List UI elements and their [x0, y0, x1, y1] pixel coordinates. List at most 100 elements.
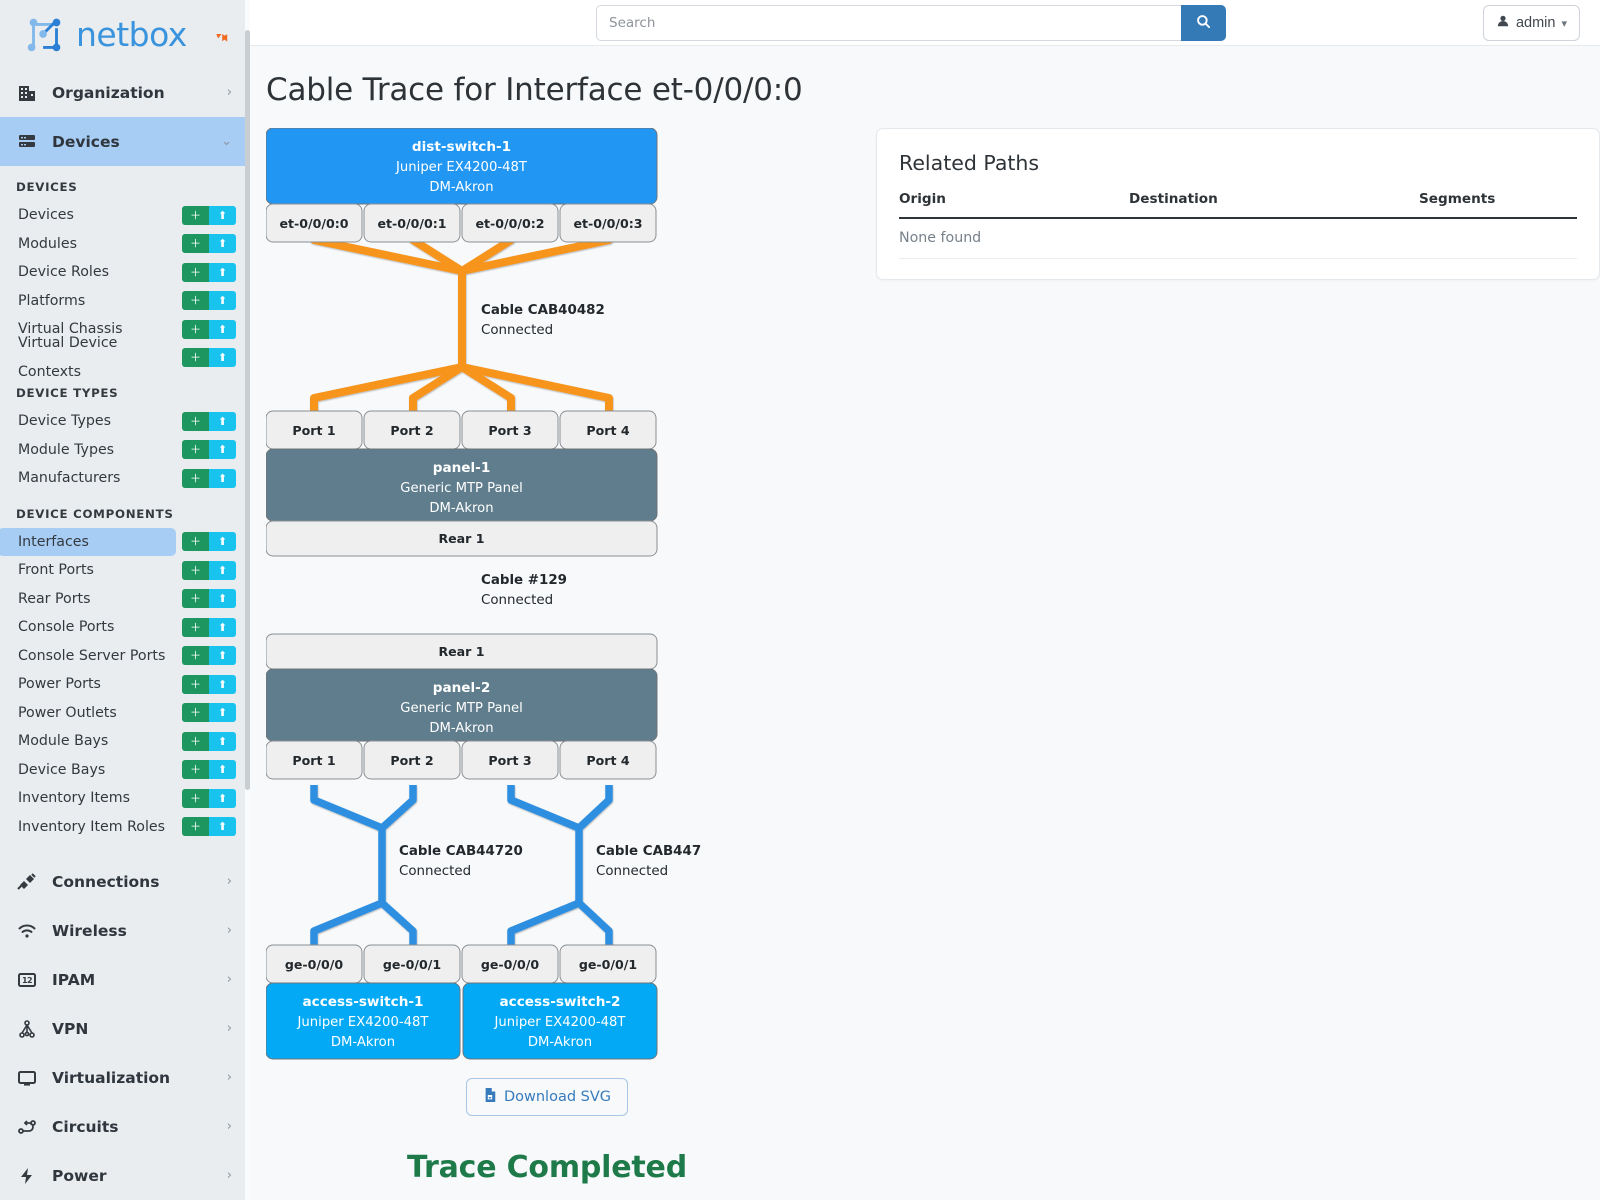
- brand-header[interactable]: netbox: [0, 0, 250, 68]
- plus-icon[interactable]: ＋: [182, 532, 209, 552]
- plus-icon[interactable]: ＋: [182, 291, 209, 311]
- plus-icon[interactable]: ＋: [182, 205, 209, 225]
- sidebar-item-inventory-items[interactable]: Inventory Items ＋ ⬆: [0, 784, 244, 813]
- column-header-origin[interactable]: Origin: [899, 191, 1129, 219]
- terminal-et-0-0-0-3[interactable]: [559, 203, 657, 243]
- sidebar-group-devices[interactable]: Devices ⌄: [0, 117, 250, 166]
- terminal-port-3[interactable]: [461, 740, 559, 780]
- plus-icon[interactable]: ＋: [182, 560, 209, 580]
- sidebar-item-front-ports[interactable]: Front Ports ＋ ⬆: [0, 556, 244, 585]
- trace-node-dist-switch-1[interactable]: dist-switch-1 Juniper EX4200-48T DM-Akro…: [266, 128, 658, 205]
- search-input[interactable]: [596, 5, 1181, 41]
- cable-segment-4[interactable]: [507, 785, 613, 945]
- upload-icon[interactable]: ⬆: [209, 817, 236, 837]
- upload-icon[interactable]: ⬆: [209, 788, 236, 808]
- sidebar-item-interfaces[interactable]: Interfaces ＋ ⬆: [0, 527, 244, 556]
- terminal-port-4[interactable]: [559, 740, 657, 780]
- sidebar-group-circuits[interactable]: Circuits ›: [0, 1102, 250, 1151]
- terminal-et-0-0-0-0[interactable]: [266, 203, 363, 243]
- upload-icon[interactable]: ⬆: [209, 348, 236, 368]
- search-button[interactable]: [1181, 5, 1226, 41]
- trace-node-access-switch-2[interactable]: access-switch-2 Juniper EX4200-48T DM-Ak…: [462, 982, 658, 1060]
- plus-icon[interactable]: ＋: [182, 617, 209, 637]
- upload-icon[interactable]: ⬆: [209, 411, 236, 431]
- plus-icon[interactable]: ＋: [182, 674, 209, 694]
- upload-icon[interactable]: ⬆: [209, 760, 236, 780]
- plus-icon[interactable]: ＋: [182, 262, 209, 282]
- sidebar-group-vpn[interactable]: VPN ›: [0, 1004, 250, 1053]
- sidebar-scrollbar-thumb[interactable]: [245, 30, 250, 790]
- plus-icon[interactable]: ＋: [182, 817, 209, 837]
- sidebar-group-ipam[interactable]: 1 2 IPAM ›: [0, 955, 250, 1004]
- terminal-rear-1[interactable]: [266, 520, 658, 557]
- upload-icon[interactable]: ⬆: [209, 560, 236, 580]
- terminal-et-0-0-0-1[interactable]: [363, 203, 461, 243]
- plus-icon[interactable]: ＋: [182, 319, 209, 339]
- cable-trace-svg-container[interactable]: Cable CAB40482 Connected Cable #129 Conn…: [266, 128, 828, 1070]
- plus-icon[interactable]: ＋: [182, 731, 209, 751]
- cable-trace-diagram[interactable]: Cable CAB40482 Connected Cable #129 Conn…: [266, 128, 828, 1070]
- plus-icon[interactable]: ＋: [182, 760, 209, 780]
- sidebar-item-platforms[interactable]: Platforms ＋ ⬆: [0, 287, 244, 316]
- plus-icon[interactable]: ＋: [182, 468, 209, 488]
- cable-segment-3[interactable]: [310, 785, 417, 945]
- plus-icon[interactable]: ＋: [182, 703, 209, 723]
- terminal-port-1[interactable]: [266, 740, 363, 780]
- plus-icon[interactable]: ＋: [182, 788, 209, 808]
- sidebar-item-devices[interactable]: Devices ＋ ⬆: [0, 201, 244, 230]
- upload-icon[interactable]: ⬆: [209, 674, 236, 694]
- column-header-segments[interactable]: Segments: [1419, 191, 1577, 219]
- sidebar-item-console-ports[interactable]: Console Ports ＋ ⬆: [0, 613, 244, 642]
- upload-icon[interactable]: ⬆: [209, 617, 236, 637]
- upload-icon[interactable]: ⬆: [209, 731, 236, 751]
- sidebar-item-device-roles[interactable]: Device Roles ＋ ⬆: [0, 258, 244, 287]
- upload-icon[interactable]: ⬆: [209, 703, 236, 723]
- upload-icon[interactable]: ⬆: [209, 468, 236, 488]
- terminal-et-0-0-0-2[interactable]: [461, 203, 559, 243]
- upload-icon[interactable]: ⬆: [209, 532, 236, 552]
- column-header-destination[interactable]: Destination: [1129, 191, 1419, 219]
- upload-icon[interactable]: ⬆: [209, 291, 236, 311]
- upload-icon[interactable]: ⬆: [209, 205, 236, 225]
- sidebar-item-virtual-device-contexts[interactable]: Virtual Device Contexts ＋ ⬆: [0, 335, 244, 380]
- sidebar-item-inventory-item-roles[interactable]: Inventory Item Roles ＋ ⬆: [0, 813, 244, 842]
- sidebar-item-rear-ports[interactable]: Rear Ports ＋ ⬆: [0, 585, 244, 614]
- terminal-port-2[interactable]: [363, 740, 461, 780]
- sidebar-group-organization[interactable]: Organization ›: [0, 68, 250, 117]
- sidebar-group-virtualization[interactable]: Virtualization ›: [0, 1053, 250, 1102]
- plus-icon[interactable]: ＋: [182, 234, 209, 254]
- sidebar-item-modules[interactable]: Modules ＋ ⬆: [0, 230, 244, 259]
- upload-icon[interactable]: ⬆: [209, 646, 236, 666]
- user-menu-button[interactable]: admin ▾: [1482, 5, 1580, 41]
- upload-icon[interactable]: ⬆: [209, 234, 236, 254]
- upload-icon[interactable]: ⬆: [209, 262, 236, 282]
- sidebar-scroll-area[interactable]: netbox Organization ›: [0, 0, 250, 1200]
- plus-icon[interactable]: ＋: [182, 440, 209, 460]
- sidebar-item-virtual-chassis[interactable]: Virtual Chassis ＋ ⬆: [0, 315, 244, 344]
- upload-icon[interactable]: ⬆: [209, 440, 236, 460]
- sidebar-group-wireless[interactable]: Wireless ›: [0, 906, 250, 955]
- sidebar-group-connections[interactable]: Connections ›: [0, 857, 250, 906]
- sidebar-item-module-bays[interactable]: Module Bays ＋ ⬆: [0, 727, 244, 756]
- sidebar-item-manufacturers[interactable]: Manufacturers ＋ ⬆: [0, 464, 244, 493]
- download-svg-button[interactable]: Download SVG: [465, 1078, 629, 1116]
- trace-node-access-switch-1[interactable]: access-switch-1 Juniper EX4200-48T DM-Ak…: [266, 982, 461, 1060]
- trace-node-panel-1[interactable]: panel-1 Generic MTP Panel DM-Akron: [266, 448, 658, 522]
- sidebar-item-power-outlets[interactable]: Power Outlets ＋ ⬆: [0, 699, 244, 728]
- upload-icon[interactable]: ⬆: [209, 589, 236, 609]
- upload-icon[interactable]: ⬆: [209, 319, 236, 339]
- sidebar-item-power-ports[interactable]: Power Ports ＋ ⬆: [0, 670, 244, 699]
- sidebar-group-power[interactable]: Power ›: [0, 1151, 250, 1200]
- plus-icon[interactable]: ＋: [182, 411, 209, 431]
- sidebar-item-device-types[interactable]: Device Types ＋ ⬆: [0, 407, 244, 436]
- cable-segment-1[interactable]: [310, 225, 613, 411]
- sidebar-scrollbar[interactable]: [245, 0, 250, 1200]
- sidebar-item-module-types[interactable]: Module Types ＋ ⬆: [0, 436, 244, 465]
- plus-icon[interactable]: ＋: [182, 646, 209, 666]
- plus-icon[interactable]: ＋: [182, 589, 209, 609]
- plus-icon[interactable]: ＋: [182, 348, 209, 368]
- sidebar-item-console-server-ports[interactable]: Console Server Ports ＋ ⬆: [0, 642, 244, 671]
- sidebar-item-device-bays[interactable]: Device Bays ＋ ⬆: [0, 756, 244, 785]
- trace-node-panel-2[interactable]: panel-2 Generic MTP Panel DM-Akron: [266, 668, 658, 742]
- pin-icon[interactable]: [209, 27, 232, 50]
